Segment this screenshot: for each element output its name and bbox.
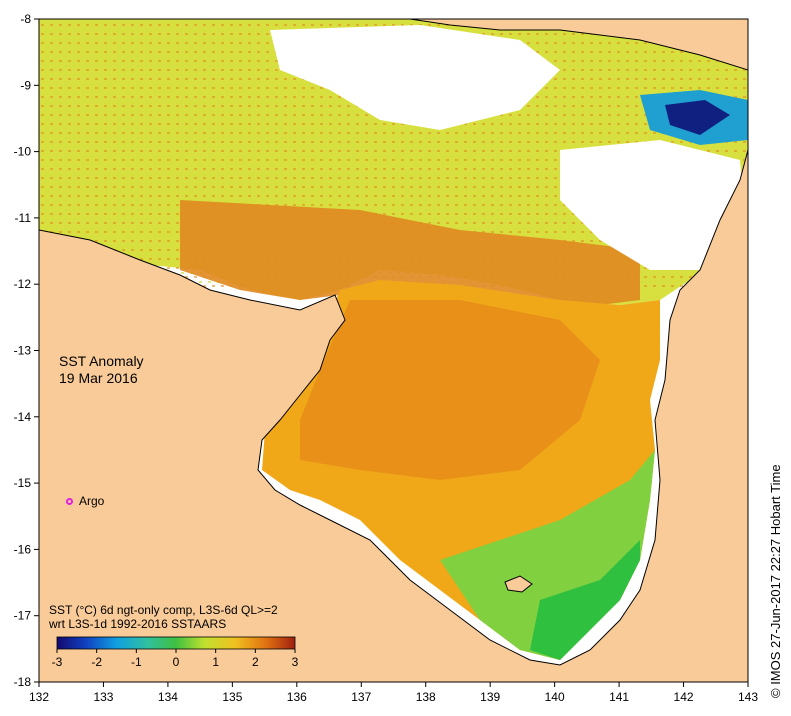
- imos-credit: © IMOS 27-Jun-2017 22:27 Hobart Time: [768, 464, 783, 698]
- y-tick-label: -14: [14, 410, 32, 424]
- x-tick-label: 140: [545, 690, 565, 704]
- y-tick-label: -10: [14, 145, 32, 159]
- x-tick-label: 137: [351, 690, 371, 704]
- land-new-guinea: [409, 19, 748, 71]
- no-data-cloud-east: [560, 140, 748, 270]
- land-arnhem-land: [39, 149, 748, 682]
- y-tick-label: -13: [14, 344, 32, 358]
- sst-gulf-warm-interior: [300, 300, 600, 480]
- x-tick-label: 132: [29, 690, 49, 704]
- colorbar-gradient: [56, 636, 296, 650]
- x-tick-label: 138: [416, 690, 436, 704]
- land-mornington-island: [504, 575, 533, 593]
- colorbar: -3 -2 -1 0 1 2 3: [52, 636, 299, 669]
- x-tick-label: 134: [158, 690, 178, 704]
- argo-marker-icon: [66, 497, 73, 505]
- x-tick-label: 135: [222, 690, 242, 704]
- argo-legend: Argo: [66, 494, 104, 508]
- map-title-line1: SST Anomaly: [59, 353, 144, 369]
- colorbar-tick-label: 1: [212, 655, 219, 669]
- caption-line1: SST (°C) 6d ngt-only comp, L3S-6d QL>=2: [49, 603, 278, 617]
- x-tick-label: 139: [480, 690, 500, 704]
- sst-arafura-warm-band: [180, 200, 640, 310]
- colorbar-tick-label: 0: [173, 655, 180, 669]
- y-tick-label: -17: [14, 609, 32, 623]
- colorbar-ticks: -3 -2 -1 0 1 2 3: [52, 649, 299, 669]
- map-title-line2: 19 Mar 2016: [59, 370, 138, 386]
- x-tick-label: 143: [738, 690, 758, 704]
- x-tick-label: 142: [674, 690, 694, 704]
- colorbar-tick-label: 2: [252, 655, 259, 669]
- credit-text: © IMOS 27-Jun-2017 22:27 Hobart Time: [768, 464, 783, 698]
- argo-label: Argo: [79, 494, 105, 508]
- colorbar-tick-label: -3: [52, 655, 63, 669]
- caption-line2: wrt L3S-1d 1992-2016 SSTAARS: [49, 617, 227, 631]
- y-tick-label: -16: [14, 542, 32, 556]
- y-axis: -8 -9 -10 -11 -12 -13 -14 -15 -16 -17 -18: [14, 12, 39, 689]
- colorbar-tick-label: 3: [292, 655, 299, 669]
- y-tick-label: -9: [20, 78, 31, 92]
- y-tick-label: -12: [14, 277, 32, 291]
- x-tick-label: 136: [287, 690, 307, 704]
- y-tick-label: -11: [15, 211, 32, 225]
- x-tick-label: 141: [609, 690, 629, 704]
- y-tick-label: -8: [20, 12, 31, 26]
- sst-gulf-green-edge: [530, 540, 640, 660]
- x-tick-label: 133: [93, 690, 113, 704]
- sst-cold-core: [665, 100, 730, 135]
- colorbar-tick-label: -1: [131, 655, 142, 669]
- colorbar-caption: SST (°C) 6d ngt-only comp, L3S-6d QL>=2 …: [49, 603, 278, 631]
- y-tick-label: -18: [14, 675, 32, 689]
- y-tick-label: -15: [14, 476, 32, 490]
- no-data-cloud-north: [270, 25, 560, 130]
- colorbar-tick-label: -2: [91, 655, 102, 669]
- x-axis: 132 133 134 135 136 137 138 139 140 141 142 143: [29, 682, 758, 704]
- map-title: SST Anomaly 19 Mar 2016: [59, 353, 144, 387]
